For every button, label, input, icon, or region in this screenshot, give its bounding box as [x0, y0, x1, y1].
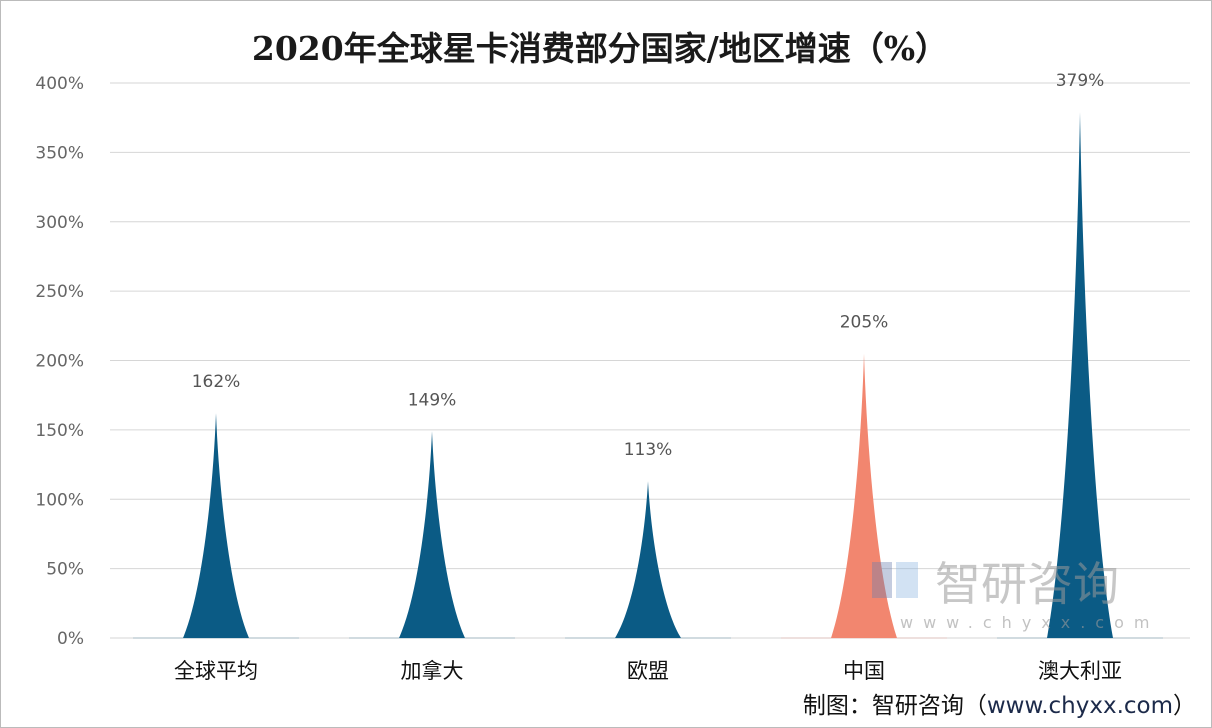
y-tick-label: 0%	[57, 629, 84, 649]
data-label: 162%	[192, 372, 241, 392]
data-label: 149%	[408, 390, 457, 410]
y-tick-label: 100%	[35, 490, 84, 510]
data-label: 205%	[840, 313, 889, 333]
x-category-label: 欧盟	[627, 659, 669, 683]
y-tick-label: 350%	[35, 143, 84, 163]
watermark: 智研咨询 www.chyxx.com	[872, 557, 1159, 632]
y-tick-label: 200%	[35, 352, 84, 372]
chart-title: 2020年全球星卡消费部分国家/地区增速（%）	[252, 29, 948, 68]
y-tick-label: 50%	[46, 560, 84, 580]
bar-0	[183, 413, 249, 638]
y-tick-label: 150%	[35, 421, 84, 441]
bar-1	[399, 431, 465, 638]
watermark-logo-icon	[896, 562, 918, 598]
source-note: 制图：智研咨询（www.chyxx.com）	[802, 693, 1196, 719]
watermark-text: 智研咨询	[935, 557, 1119, 611]
bar-3	[831, 353, 897, 638]
y-tick-label: 300%	[35, 213, 84, 233]
x-category-label: 全球平均	[174, 659, 258, 683]
watermark-url: www.chyxx.com	[900, 613, 1159, 632]
bar-2	[615, 481, 681, 638]
data-label: 113%	[624, 440, 673, 460]
data-label: 379%	[1056, 71, 1105, 91]
y-tick-label: 400%	[35, 74, 84, 94]
watermark-logo-icon	[872, 562, 892, 598]
x-category-label: 加拿大	[401, 659, 464, 683]
x-category-label: 澳大利亚	[1038, 659, 1122, 683]
y-tick-label: 250%	[35, 282, 84, 302]
bar-4	[1047, 112, 1113, 638]
x-category-label: 中国	[843, 659, 885, 683]
